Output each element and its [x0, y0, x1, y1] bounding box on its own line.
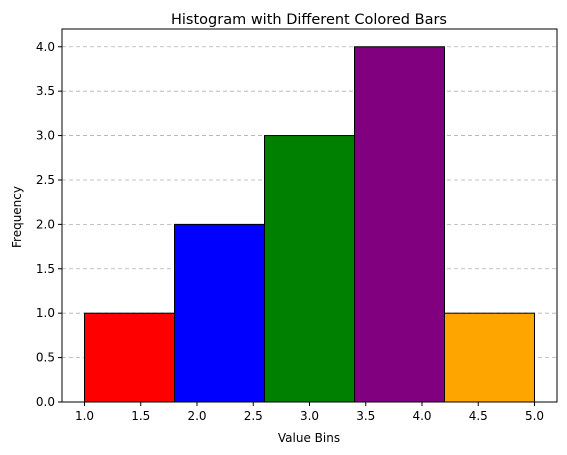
x-tick-label: 5.0 [525, 409, 544, 423]
y-tick-label: 3.0 [36, 129, 55, 143]
x-tick-label: 2.5 [244, 409, 263, 423]
histogram-bar-3 [264, 135, 355, 403]
histogram-bar-1 [84, 312, 175, 403]
x-tick-label: 4.5 [469, 409, 488, 423]
chart-title: Histogram with Different Colored Bars [171, 12, 447, 28]
histogram-bar-5 [444, 312, 535, 403]
y-axis-ticks: 0.0 0.5 1.0 1.5 2.0 2.5 3.0 3.5 4.0 [36, 40, 62, 409]
y-tick-label: 0.5 [36, 351, 55, 365]
x-tick-label: 3.0 [300, 409, 319, 423]
x-axis-ticks: 1.0 1.5 2.0 2.5 3.0 3.5 4.0 4.5 5.0 [75, 402, 544, 423]
histogram-bar-2 [174, 223, 265, 403]
x-tick-label: 4.0 [412, 409, 431, 423]
y-tick-label: 3.5 [36, 84, 55, 98]
y-tick-label: 1.0 [36, 306, 55, 320]
y-tick-label: 1.5 [36, 262, 55, 276]
bars [84, 46, 535, 403]
x-tick-label: 3.5 [356, 409, 375, 423]
y-tick-label: 4.0 [36, 40, 55, 54]
y-tick-label: 2.0 [36, 217, 55, 231]
y-axis-label: Frequency [10, 186, 24, 248]
y-tick-label: 0.0 [36, 395, 55, 409]
x-tick-label: 1.5 [131, 409, 150, 423]
y-tick-label: 2.5 [36, 173, 55, 187]
x-tick-label: 1.0 [75, 409, 94, 423]
x-axis-label: Value Bins [278, 431, 340, 445]
x-tick-label: 2.0 [187, 409, 206, 423]
histogram-bar-4 [354, 46, 445, 403]
